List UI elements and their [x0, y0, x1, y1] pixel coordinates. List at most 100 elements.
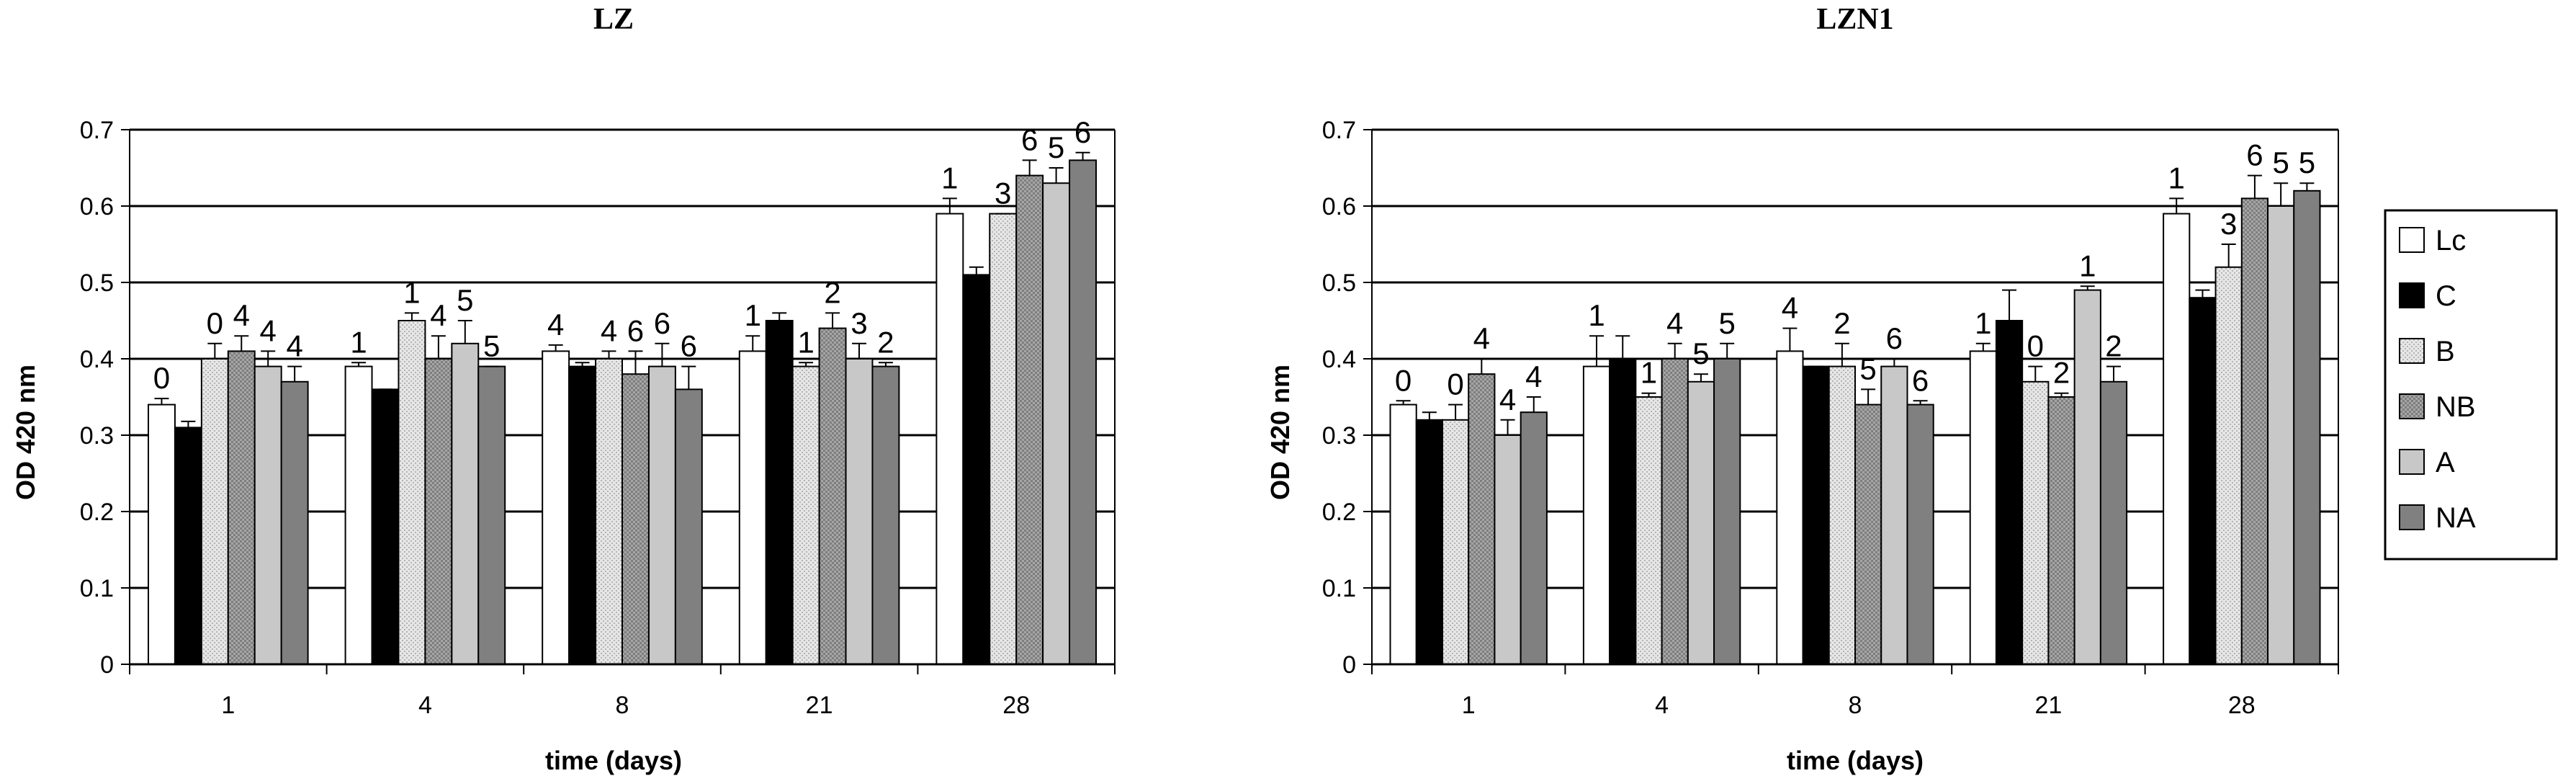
bar-label: 5 — [1859, 352, 1876, 385]
y-tick-label: 0.4 — [1322, 346, 1356, 373]
bar-lc — [2163, 213, 2191, 666]
x-tick-label: 8 — [616, 692, 629, 719]
y-tick-label: 0.3 — [1322, 422, 1356, 450]
bar-a — [845, 358, 874, 665]
bar-na — [477, 365, 506, 665]
bar-label: 1 — [2168, 161, 2185, 195]
bar-a — [1880, 365, 1908, 665]
legend-swatch — [2399, 227, 2425, 253]
bar-nb — [818, 327, 847, 665]
bar-label: 4 — [1473, 321, 1490, 355]
bar-label: 1 — [2079, 249, 2096, 282]
bar-a — [1687, 380, 1715, 665]
bar-label: 6 — [654, 306, 670, 340]
bar-label: 0 — [1447, 367, 1463, 401]
bar-lc — [1582, 365, 1611, 665]
bar-label: 5 — [1692, 336, 1709, 370]
x-tick-label: 28 — [2228, 692, 2256, 719]
bar-na — [280, 380, 309, 665]
x-tick-label: 4 — [1655, 692, 1669, 719]
bar-label: 4 — [430, 298, 446, 332]
bar-c — [962, 274, 991, 665]
bar-nb — [227, 350, 256, 665]
bar-label: 2 — [1834, 306, 1850, 340]
bar-nb — [1854, 403, 1882, 665]
bar-b — [1635, 396, 1663, 665]
y-axis-label: OD 420 nm — [11, 365, 40, 500]
chart-lzn1: LZN1 00.10.20.30.40.50.60.710 04444114558… — [1265, 3, 2339, 775]
y-tick-label: 0.7 — [1322, 117, 1356, 144]
y-tick-label: 0.3 — [80, 422, 114, 450]
bar-b — [398, 320, 426, 665]
y-tick-label: 0.1 — [80, 575, 114, 602]
bar-nb — [1661, 358, 1689, 665]
bar-b — [1441, 419, 1470, 665]
bar-label: 2 — [2105, 329, 2122, 363]
bar-b — [791, 365, 820, 665]
bar-label: 5 — [483, 329, 500, 363]
bar-label: 5 — [2272, 146, 2289, 179]
bar-label: 3 — [851, 306, 867, 340]
bar-na — [871, 365, 900, 665]
legend-item-na: NA — [2436, 502, 2476, 534]
y-tick-label: 0.2 — [1322, 499, 1356, 526]
bar-c — [174, 427, 202, 666]
bar-c — [1802, 365, 1830, 665]
chart-title: LZ — [593, 3, 634, 36]
bar-lc — [935, 213, 964, 666]
bar-a — [1494, 434, 1522, 665]
x-tick-label: 1 — [1462, 692, 1476, 719]
bar-a — [1042, 182, 1071, 665]
bar-nb — [1468, 373, 1496, 665]
legend-item-lc: Lc — [2436, 225, 2466, 256]
bar-b — [1828, 365, 1857, 665]
bar-lc — [1776, 350, 1804, 665]
bar-a — [647, 365, 676, 665]
bar-label: 3 — [995, 177, 1011, 210]
chart-title: LZN1 — [1816, 3, 1893, 36]
bar-c — [765, 320, 794, 665]
bar-na — [1906, 403, 1934, 665]
bar-label: 6 — [681, 329, 697, 363]
bar-label: 1 — [941, 161, 958, 195]
bar-label: 2 — [2053, 356, 2070, 390]
y-tick-label: 0 — [100, 651, 114, 679]
x-tick-label: 21 — [2034, 692, 2062, 719]
x-tick-label: 1 — [221, 692, 235, 719]
x-axis-label: time (days) — [1787, 746, 1924, 775]
bar-nb — [2240, 197, 2269, 665]
bar-c — [2189, 297, 2217, 665]
bar-label: 1 — [797, 325, 814, 359]
bar-lc — [147, 403, 176, 665]
bar-b — [2021, 380, 2050, 665]
bar-nb — [424, 358, 453, 665]
bar-label: 4 — [1666, 306, 1683, 340]
bar-label: 5 — [2299, 146, 2315, 179]
bar-a — [451, 342, 480, 665]
bar-b — [200, 358, 229, 665]
y-tick-label: 0 — [1342, 651, 1356, 679]
legend-item-a: A — [2436, 447, 2455, 478]
bar-c — [568, 365, 597, 665]
y-tick-label: 0.6 — [1322, 193, 1356, 220]
bar-label: 6 — [1912, 363, 1929, 397]
legend-swatch — [2399, 338, 2425, 364]
legend: Lc CB NB A NA — [2384, 209, 2558, 561]
x-tick-label: 21 — [806, 692, 833, 719]
bar-label: 2 — [877, 325, 894, 359]
bar-label: 4 — [1525, 360, 1542, 393]
bar-lc — [1969, 350, 1997, 665]
bar-label: 6 — [2246, 138, 2263, 172]
bar-a — [2073, 289, 2101, 666]
legend-item-b: B — [2436, 336, 2455, 367]
bar-na — [2099, 380, 2128, 665]
bar-b — [595, 358, 624, 665]
legend-swatch — [2399, 282, 2425, 308]
bar-na — [2293, 189, 2321, 665]
bar-nb — [1015, 174, 1044, 666]
bar-c — [1415, 419, 1443, 665]
bar-label: 6 — [1021, 122, 1038, 156]
bar-label: 1 — [350, 325, 367, 359]
legend-item-nb: NB — [2436, 391, 2476, 423]
